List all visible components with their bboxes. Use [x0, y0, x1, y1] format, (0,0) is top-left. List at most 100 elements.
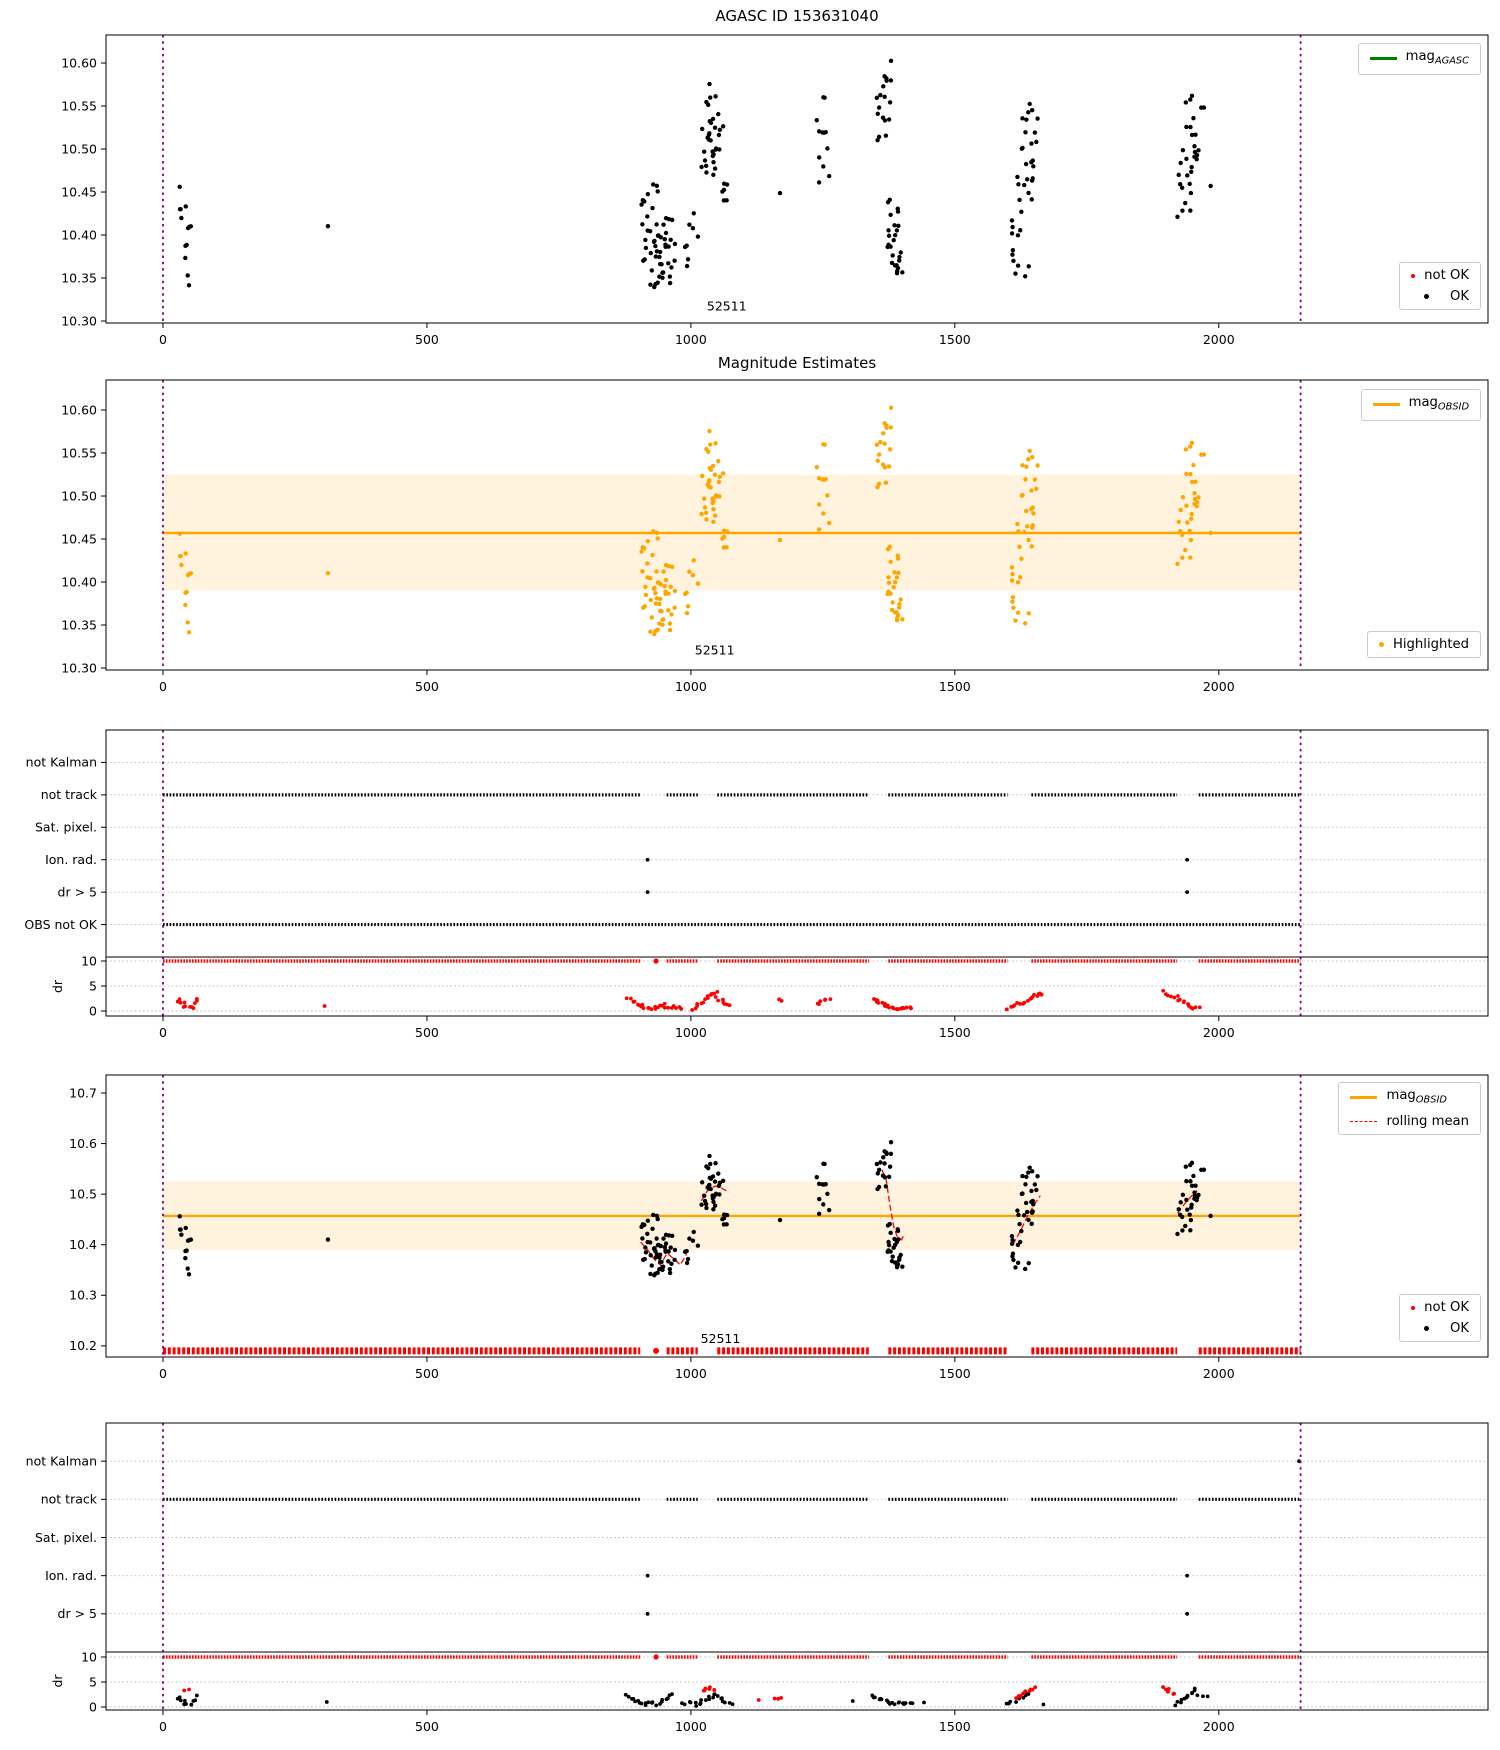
plot4-legend-top: magOBSID rolling mean — [1338, 1082, 1481, 1135]
svg-text:2000: 2000 — [1203, 679, 1235, 694]
dr-axis-label: dr — [50, 979, 65, 993]
svg-text:500: 500 — [415, 1719, 439, 1734]
legend-label: magOBSID — [1408, 395, 1469, 413]
obsid-annotation: 52511 — [707, 299, 747, 314]
obsid-annotation: 52511 — [701, 1331, 741, 1346]
flag-category-label: dr > 5 — [58, 884, 97, 899]
svg-text:10.6: 10.6 — [69, 1136, 97, 1151]
plot1-axes: 10.30 10.35 10.40 10.45 10.50 10.55 10.60 0 500 1… — [61, 34, 1489, 347]
highlighted-dot-swatch — [1378, 642, 1384, 647]
svg-text:10.30: 10.30 — [61, 313, 97, 328]
flag-category-label: Ion. rad. — [45, 852, 97, 867]
svg-text:0: 0 — [159, 679, 167, 694]
svg-text:1500: 1500 — [939, 332, 971, 347]
plot2-title: Magnitude Estimates — [717, 354, 877, 372]
svg-text:10.30: 10.30 — [61, 660, 97, 675]
not-ok-dot-swatch — [1411, 1305, 1416, 1310]
svg-text:1000: 1000 — [675, 1366, 707, 1381]
ok-dot-swatch — [1423, 1326, 1429, 1331]
svg-text:10.35: 10.35 — [61, 270, 97, 285]
svg-text:10.55: 10.55 — [61, 445, 97, 460]
flag-category-label: not track — [41, 1492, 98, 1507]
svg-text:10.4: 10.4 — [69, 1237, 97, 1252]
svg-text:500: 500 — [415, 679, 439, 694]
legend-label: magOBSID — [1386, 1088, 1447, 1106]
legend-label: not OK — [1424, 268, 1469, 283]
legend-label: OK — [1449, 289, 1469, 304]
not-ok-dot-swatch — [1411, 273, 1416, 278]
flag-category-label: not track — [41, 787, 98, 802]
mag-obsid-line-swatch — [1372, 403, 1400, 407]
legend-label: OK — [1449, 1321, 1469, 1336]
svg-text:0: 0 — [159, 1366, 167, 1381]
svg-text:0: 0 — [89, 1699, 97, 1714]
svg-text:10.45: 10.45 — [61, 184, 97, 199]
svg-text:10.60: 10.60 — [61, 55, 97, 70]
svg-text:1500: 1500 — [939, 1025, 971, 1040]
svg-text:10: 10 — [81, 1649, 97, 1664]
svg-text:1000: 1000 — [675, 1025, 707, 1040]
legend-item-not-ok: not OK — [1411, 1300, 1469, 1315]
legend-item-mag-agasc: magAGASC — [1369, 49, 1469, 69]
flag-category-label: Sat. pixel. — [35, 820, 97, 835]
legend-item-rolling-mean: rolling mean — [1350, 1114, 1469, 1129]
svg-text:10.2: 10.2 — [69, 1338, 97, 1353]
mag-obsid-line-swatch — [1350, 1096, 1378, 1100]
plot1-title: AGASC ID 153631040 — [715, 7, 879, 25]
svg-text:2000: 2000 — [1203, 1025, 1235, 1040]
flags-lower-axes: not Kalman not track Sat. pixel. Ion. rad. d… — [26, 1422, 1489, 1734]
plot2-legend-bottom: Highlighted — [1366, 631, 1481, 658]
svg-text:0: 0 — [159, 1025, 167, 1040]
svg-text:0: 0 — [159, 1719, 167, 1734]
svg-text:10.7: 10.7 — [69, 1085, 97, 1100]
obsid-annotation: 52511 — [695, 642, 735, 657]
svg-text:1000: 1000 — [675, 1719, 707, 1734]
legend-item-not-ok: not OK — [1411, 268, 1469, 283]
flag-category-label: Sat. pixel. — [35, 1530, 97, 1545]
plot4-points — [177, 1140, 1213, 1278]
rolling-mean-line — [881, 1169, 906, 1241]
flag-category-label: not Kalman — [26, 755, 97, 770]
ok-dot-swatch — [1423, 294, 1429, 299]
svg-text:1500: 1500 — [939, 1719, 971, 1734]
svg-text:2000: 2000 — [1203, 1366, 1235, 1381]
legend-item-mag-obsid: magOBSID — [1350, 1088, 1469, 1108]
svg-text:10.55: 10.55 — [61, 98, 97, 113]
svg-text:1500: 1500 — [939, 679, 971, 694]
plot2-points — [177, 405, 1213, 637]
svg-text:5: 5 — [89, 978, 97, 993]
svg-text:10.3: 10.3 — [69, 1288, 97, 1303]
svg-text:500: 500 — [415, 1366, 439, 1381]
plot2-axes: 10.30 10.35 10.40 10.45 10.50 10.55 10.60 0 500 1… — [61, 379, 1489, 694]
flags-upper-dr-points — [175, 988, 1202, 1012]
flag-category-label: dr > 5 — [58, 1606, 97, 1621]
svg-text:2000: 2000 — [1203, 332, 1235, 347]
rolling-mean-dash-swatch — [1350, 1120, 1378, 1122]
rolling-mean-line — [700, 1185, 729, 1202]
svg-text:0: 0 — [89, 1003, 97, 1018]
legend-label: Highlighted — [1392, 637, 1469, 652]
legend-item-mag-obsid: magOBSID — [1372, 395, 1469, 415]
flags-upper-axes: not Kalman not track Sat. pixel. Ion. rad. d… — [24, 729, 1489, 1040]
svg-text:1000: 1000 — [675, 679, 707, 694]
svg-text:5: 5 — [89, 1674, 97, 1689]
svg-text:500: 500 — [415, 1025, 439, 1040]
plot1-legend-top: magAGASC — [1357, 43, 1481, 75]
svg-text:10.40: 10.40 — [61, 227, 97, 242]
svg-text:1500: 1500 — [939, 1366, 971, 1381]
svg-text:10.50: 10.50 — [61, 141, 97, 156]
rolling-mean-line — [1012, 1195, 1041, 1246]
svg-text:10.40: 10.40 — [61, 574, 97, 589]
plot4-legend-bottom: not OK OK — [1399, 1294, 1481, 1342]
svg-text:2000: 2000 — [1203, 1719, 1235, 1734]
plot1-points — [177, 58, 1213, 290]
mag-agasc-line-swatch — [1369, 57, 1397, 61]
legend-item-ok: OK — [1411, 289, 1469, 304]
svg-text:10.45: 10.45 — [61, 531, 97, 546]
flag-category-label: OBS not OK — [24, 917, 97, 932]
legend-label: magAGASC — [1405, 49, 1469, 67]
rolling-mean-line — [640, 1241, 688, 1267]
plot4-axes: 10.2 10.3 10.4 10.5 10.6 10.7 0 500 1000 1500 2000… — [69, 1074, 1489, 1381]
